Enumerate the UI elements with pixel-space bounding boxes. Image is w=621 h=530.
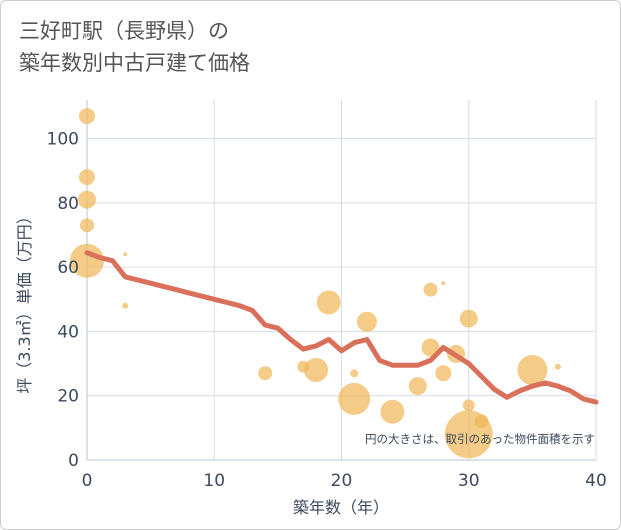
bubble-layer <box>70 108 561 459</box>
bubble-point[interactable] <box>79 169 95 186</box>
bubble-point[interactable] <box>356 311 377 332</box>
bubble-point[interactable] <box>421 338 440 357</box>
y-tick-label: 20 <box>57 387 79 407</box>
bubble-point[interactable] <box>316 290 341 315</box>
y-tick-label: 80 <box>57 194 79 214</box>
trend-line <box>84 250 599 405</box>
bubble-point[interactable] <box>435 365 452 382</box>
tick-labels: 0 10 20 30 40 0 20 40 60 80 100 <box>47 130 607 491</box>
bubble-point[interactable] <box>517 355 548 385</box>
bubble-point[interactable] <box>258 366 273 381</box>
chart-title: 三好町駅（長野県）の 築年数別中古戸建て価格 <box>19 15 599 79</box>
chart-title-line1: 三好町駅（長野県）の <box>19 19 229 43</box>
bubble-point[interactable] <box>441 281 446 286</box>
bubble-point[interactable] <box>408 377 427 396</box>
x-tick-label: 20 <box>331 471 353 491</box>
y-tick-label: 0 <box>68 451 79 471</box>
bubble-point[interactable] <box>78 190 96 209</box>
y-tick-label: 40 <box>57 322 79 342</box>
bubble-point[interactable] <box>123 252 128 257</box>
bubble-point[interactable] <box>423 282 438 297</box>
x-tick-label: 40 <box>585 471 607 491</box>
bubble-point[interactable] <box>338 382 371 415</box>
bubble-point[interactable] <box>380 399 405 424</box>
chart-title-line2: 築年数別中古戸建て価格 <box>19 51 250 75</box>
bubble-point[interactable] <box>350 369 359 378</box>
bubble-point[interactable] <box>304 358 329 382</box>
x-tick-label: 0 <box>82 471 93 491</box>
y-tick-label: 100 <box>47 130 79 150</box>
x-tick-label: 10 <box>203 471 225 491</box>
bubble-point[interactable] <box>80 218 94 233</box>
bubble-point[interactable] <box>70 243 104 278</box>
bubble-point[interactable] <box>459 309 478 328</box>
size-note: 円の大きさは、取引のあった物件面積を示す <box>365 432 595 446</box>
bubble-point[interactable] <box>122 302 129 309</box>
x-tick-label: 30 <box>458 471 480 491</box>
bubble-point[interactable] <box>462 399 475 412</box>
y-axis-label: 坪（3.3㎡）単価（万円） <box>15 208 34 393</box>
bubble-point[interactable] <box>554 363 561 370</box>
bubble-point[interactable] <box>474 414 489 429</box>
y-tick-label: 60 <box>57 258 79 278</box>
trend-layer <box>84 250 599 405</box>
grid-lines <box>86 100 597 461</box>
bubble-point[interactable] <box>79 108 95 125</box>
x-axis-label: 築年数（年） <box>293 498 389 517</box>
